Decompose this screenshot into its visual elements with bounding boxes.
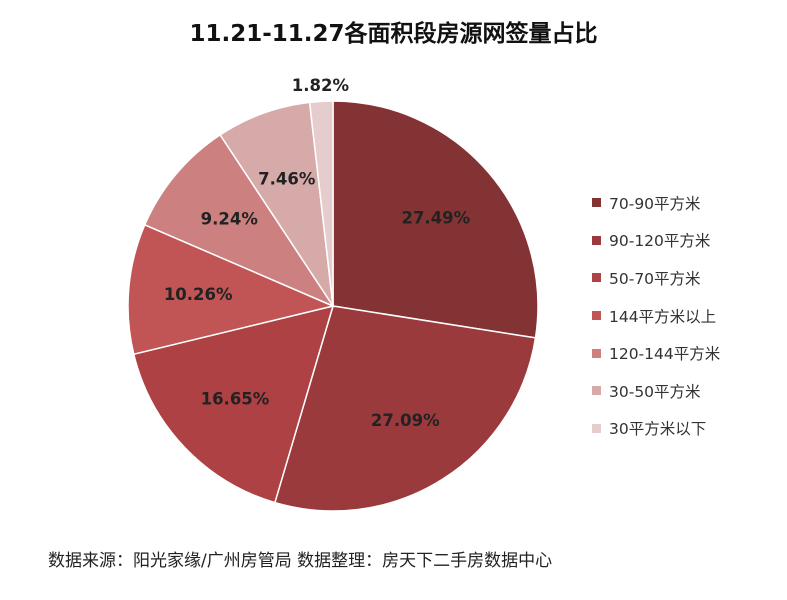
legend-swatch xyxy=(592,235,601,245)
chart-title: 11.21-11.27各面积段房源网签量占比 xyxy=(189,21,598,47)
legend-label: 30-50平方米 xyxy=(609,382,701,401)
pie-data-label: 27.49% xyxy=(401,209,470,228)
pie-slice xyxy=(308,100,334,307)
data-source-note: 数据来源：阳光家缘/广州房管局 数据整理：房天下二手房数据中心 xyxy=(48,551,553,571)
legend-swatch xyxy=(592,386,601,396)
legend-item: 70-90平方米 xyxy=(592,184,720,222)
legend-swatch xyxy=(592,198,601,208)
legend-label: 30平方米以下 xyxy=(609,420,707,439)
legend-label: 70-90平方米 xyxy=(609,194,701,213)
legend-item: 30-50平方米 xyxy=(592,372,720,410)
pie-slice xyxy=(132,304,335,504)
legend-item: 30平方米以下 xyxy=(592,410,720,448)
legend-swatch xyxy=(592,348,601,358)
legend-item: 50-70平方米 xyxy=(592,259,720,297)
pie-data-label: 27.09% xyxy=(371,411,440,430)
legend-swatch xyxy=(592,423,601,433)
pie-data-label: 16.65% xyxy=(201,390,270,409)
pie-slice xyxy=(332,100,539,339)
legend-label: 50-70平方米 xyxy=(609,269,701,288)
pie-data-label: 9.24% xyxy=(201,210,259,229)
pie-data-label: 10.26% xyxy=(164,285,233,304)
pie-data-label: 1.82% xyxy=(292,76,350,95)
legend-item: 144平方米以上 xyxy=(592,297,720,335)
pie-slice xyxy=(143,133,336,308)
legend-item: 90-120平方米 xyxy=(592,222,720,260)
pie-slices xyxy=(127,100,539,512)
pie-data-labels: 27.49% 27.09% 16.65% 10.26% 9.24% 7.46% 1.82% xyxy=(164,76,471,430)
legend-label: 144平方米以上 xyxy=(609,307,717,326)
chart-legend: 70-90平方米 90-120平方米 50-70平方米 144平方米以上 120-144… xyxy=(592,184,720,447)
pie-slice xyxy=(273,305,537,512)
legend-label: 120-144平方米 xyxy=(609,345,721,364)
legend-item: 120-144平方米 xyxy=(592,334,720,372)
legend-swatch xyxy=(592,311,601,321)
pie-data-label: 7.46% xyxy=(258,169,316,188)
legend-label: 90-120平方米 xyxy=(609,232,711,251)
legend-swatch xyxy=(592,273,601,283)
pie-slice xyxy=(127,223,336,356)
pie-slice xyxy=(219,101,334,307)
